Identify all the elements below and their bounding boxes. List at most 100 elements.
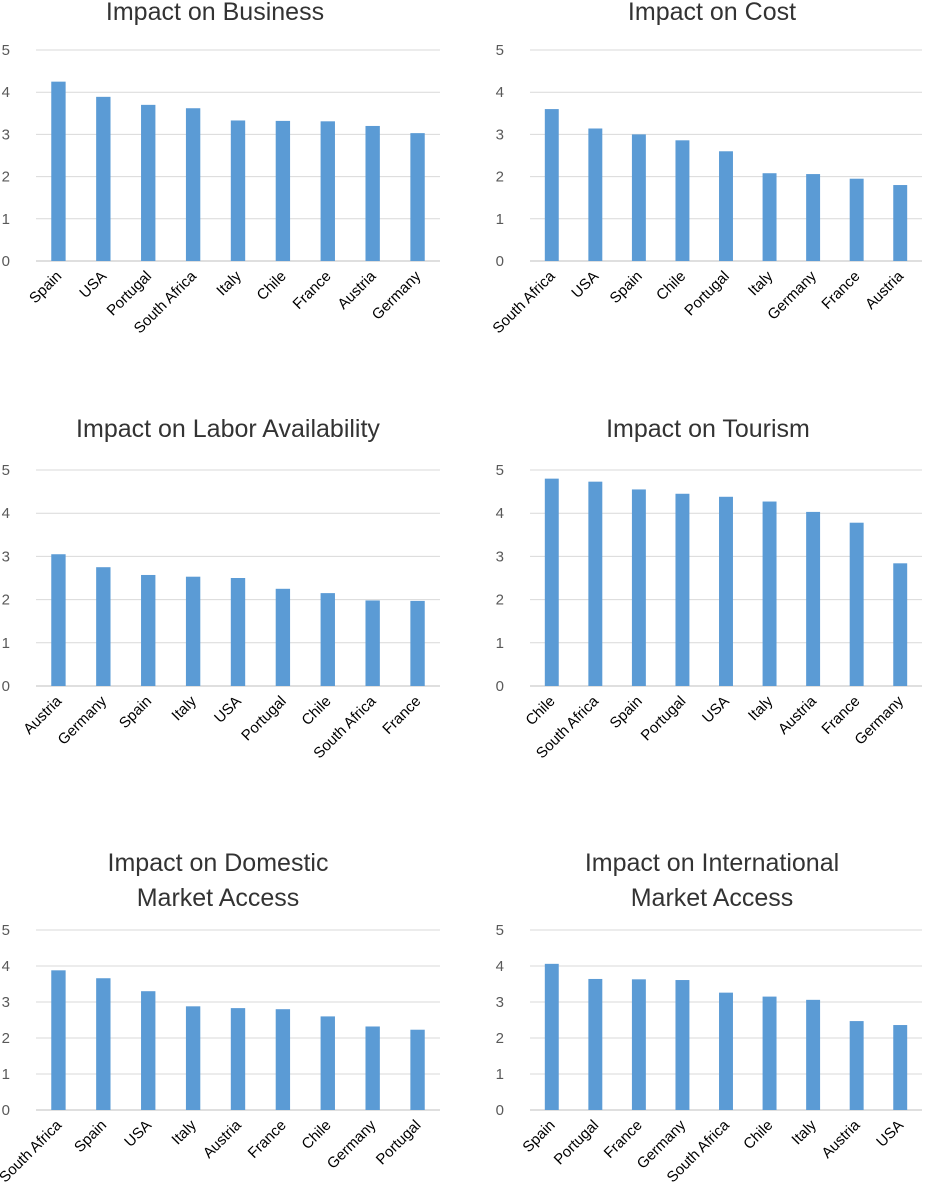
bar bbox=[806, 999, 821, 1110]
bar bbox=[230, 578, 246, 686]
bar bbox=[410, 600, 425, 686]
y-tick-label: 3 bbox=[2, 548, 10, 565]
y-tick-label: 4 bbox=[2, 84, 10, 101]
y-tick-label: 5 bbox=[2, 462, 10, 479]
y-tick-label: 0 bbox=[2, 253, 10, 270]
bar bbox=[96, 567, 111, 686]
x-tick-label: Austria bbox=[775, 692, 820, 737]
x-tick-label: Spain bbox=[116, 693, 155, 732]
x-tick-label: USA bbox=[76, 268, 110, 302]
y-tick-label: 2 bbox=[496, 169, 504, 186]
y-tick-label: 5 bbox=[496, 42, 504, 59]
x-tick-label: France bbox=[818, 268, 863, 313]
chart-panel-5: Impact on Domestic Market Access 0 1 2 3 4 5 Sou… bbox=[0, 849, 440, 1186]
chart-title-line: Impact on Cost bbox=[628, 0, 796, 26]
chart-panel-3: Impact on Labor Availability012345Austri… bbox=[2, 415, 440, 762]
x-tick-label: USA bbox=[211, 693, 245, 727]
y-tick-label: 5 bbox=[2, 42, 10, 59]
y-tick-label: 3 bbox=[2, 994, 10, 1011]
bar bbox=[96, 978, 111, 1110]
x-tick-label: Germany bbox=[55, 692, 111, 748]
x-tick-label: France bbox=[290, 268, 335, 313]
bar bbox=[719, 992, 733, 1110]
x-tick-label: Germany bbox=[369, 267, 425, 323]
y-tick-label: 4 bbox=[496, 958, 504, 975]
bar bbox=[675, 140, 690, 261]
x-tick-label: Spain bbox=[607, 693, 646, 732]
y-tick-label: 1 bbox=[2, 211, 10, 228]
y-tick-label: 3 bbox=[2, 126, 10, 143]
x-tick-label: Portugal bbox=[238, 693, 290, 745]
bar bbox=[588, 128, 603, 261]
bar bbox=[320, 593, 335, 686]
y-tick-label: 3 bbox=[496, 548, 504, 565]
x-tick-label: USA bbox=[699, 693, 733, 727]
x-tick-label: Italy bbox=[745, 692, 777, 724]
chart-panel-6: Impact on International Market Access 0 1 2 3… bbox=[496, 849, 922, 1186]
bar bbox=[410, 1029, 425, 1110]
bar bbox=[893, 185, 908, 261]
bar bbox=[893, 563, 908, 686]
y-tick-label: 2 bbox=[496, 1030, 504, 1047]
bar bbox=[719, 496, 733, 686]
y-tick-label: 3 bbox=[496, 994, 504, 1011]
bar bbox=[141, 991, 156, 1110]
y-tick-label: 5 bbox=[496, 922, 504, 939]
bar bbox=[849, 1021, 864, 1110]
y-tick-label: 0 bbox=[496, 1102, 504, 1119]
x-tick-label: Italy bbox=[745, 267, 777, 299]
x-tick-label: Italy bbox=[788, 1116, 820, 1148]
bar bbox=[544, 478, 559, 686]
bar bbox=[96, 96, 111, 261]
x-tick-label: Portugal bbox=[373, 1117, 425, 1169]
x-tick-label: South Africa bbox=[489, 267, 559, 337]
x-tick-label: France bbox=[379, 693, 424, 738]
x-tick-label: Germany bbox=[764, 267, 820, 323]
x-tick-label: South Africa bbox=[0, 1116, 66, 1186]
y-tick-label: 0 bbox=[496, 253, 504, 270]
y-tick-label: 1 bbox=[496, 635, 504, 652]
y-tick-label: 0 bbox=[2, 678, 10, 695]
x-tick-label: Chile bbox=[298, 693, 334, 729]
chart-title-line: Market Access bbox=[631, 884, 794, 912]
bar bbox=[51, 81, 66, 262]
bar bbox=[410, 133, 425, 261]
x-tick-label: Spain bbox=[519, 1117, 558, 1156]
y-tick-label: 5 bbox=[2, 922, 10, 939]
bar bbox=[141, 104, 156, 261]
bar bbox=[230, 1008, 246, 1110]
y-tick-label: 2 bbox=[2, 1030, 10, 1047]
bar bbox=[631, 979, 646, 1110]
y-tick-label: 1 bbox=[496, 211, 504, 228]
chart-title-line: Market Access bbox=[137, 884, 300, 912]
bar bbox=[275, 1009, 291, 1110]
y-tick-label: 1 bbox=[496, 1066, 504, 1083]
bar bbox=[893, 1025, 908, 1110]
x-tick-label: Germany bbox=[324, 1116, 380, 1172]
bar bbox=[365, 600, 380, 686]
bar bbox=[141, 574, 156, 686]
y-tick-label: 1 bbox=[2, 635, 10, 652]
bar bbox=[275, 120, 291, 262]
x-tick-label: USA bbox=[873, 1117, 907, 1151]
bar bbox=[51, 970, 66, 1110]
bar bbox=[675, 980, 690, 1110]
x-tick-label: Chile bbox=[653, 268, 689, 304]
bar bbox=[762, 173, 777, 261]
bar bbox=[719, 151, 733, 261]
x-tick-label: USA bbox=[568, 268, 602, 302]
bar bbox=[51, 554, 66, 686]
bar bbox=[849, 178, 864, 261]
y-tick-label: 0 bbox=[496, 678, 504, 695]
chart-title-line: Impact on International bbox=[585, 849, 839, 877]
bar bbox=[365, 125, 380, 262]
bar bbox=[631, 134, 646, 261]
chart-title-line: Impact on Labor Availability bbox=[76, 415, 380, 443]
y-tick-label: 2 bbox=[2, 169, 10, 186]
x-tick-label: Portugal bbox=[638, 693, 690, 745]
bar bbox=[544, 963, 559, 1110]
bar bbox=[185, 576, 201, 686]
chart-title-line: Impact on Domestic bbox=[108, 849, 329, 877]
